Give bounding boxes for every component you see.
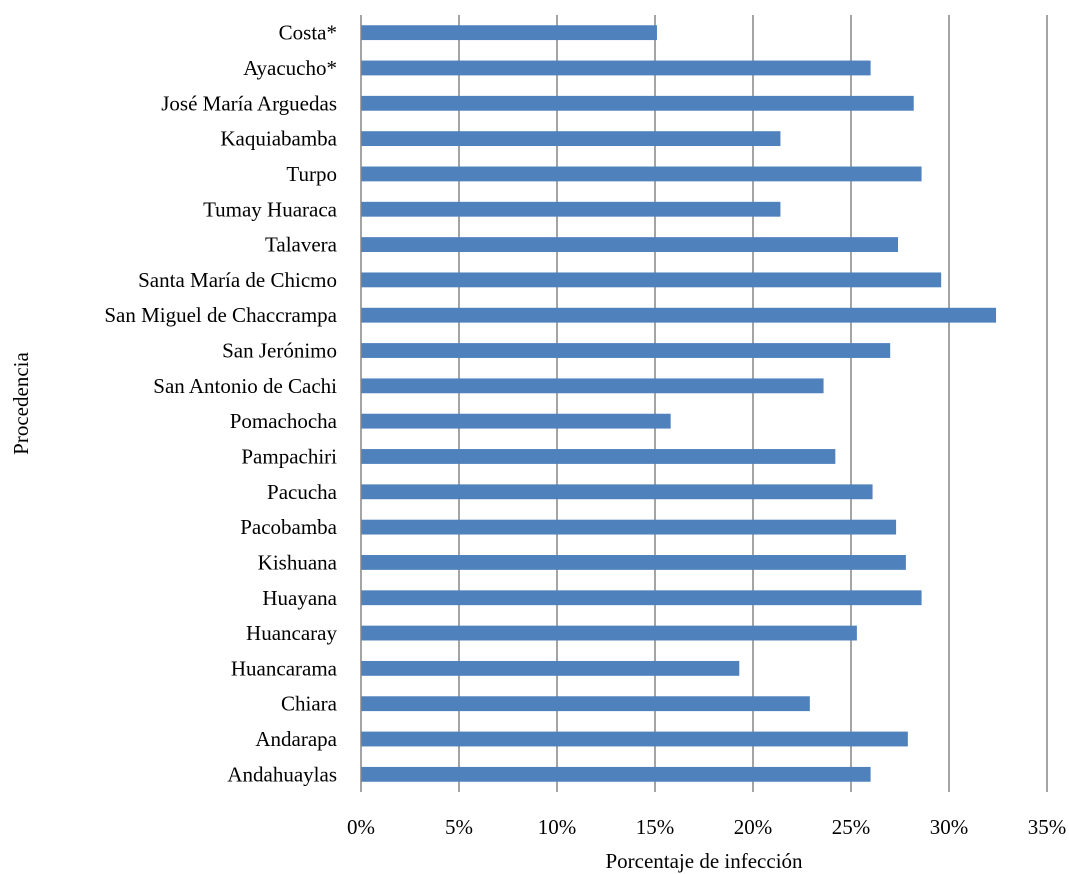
y-axis-tick-labels: Costa* Ayacucho* José María Arguedas Kaquia… xyxy=(104,21,337,787)
y-tick-label: Tumay Huaraca xyxy=(203,197,338,221)
bar xyxy=(361,413,671,429)
bar xyxy=(361,201,781,217)
bar xyxy=(361,307,997,323)
bar xyxy=(361,272,942,288)
y-tick-label: Chiara xyxy=(281,692,338,716)
bar xyxy=(361,484,873,500)
x-tick-label: 15% xyxy=(636,815,675,839)
bar xyxy=(361,449,836,464)
y-tick-label: Costa* xyxy=(279,21,337,45)
y-tick-label: Kaquiabamba xyxy=(220,127,337,151)
bar xyxy=(361,95,914,111)
bar xyxy=(361,731,908,747)
y-tick-label: Talavera xyxy=(265,233,338,257)
y-tick-label: José María Arguedas xyxy=(161,91,337,115)
y-tick-label: Huancarama xyxy=(231,656,338,680)
bar xyxy=(361,60,871,76)
x-tick-label: 25% xyxy=(832,815,871,839)
y-axis-title: Procedencia xyxy=(9,352,33,455)
bar xyxy=(361,131,781,147)
x-tick-label: 0% xyxy=(347,815,375,839)
y-tick-label: Huancaray xyxy=(246,621,337,645)
y-tick-label: Ayacucho* xyxy=(243,56,337,80)
bar xyxy=(361,343,891,358)
y-tick-label: San Antonio de Cachi xyxy=(153,374,337,398)
bar xyxy=(361,696,810,712)
y-tick-label: Pacucha xyxy=(267,480,338,504)
y-tick-label: Pampachiri xyxy=(241,444,337,468)
y-tick-label: Santa María de Chicmo xyxy=(138,268,337,292)
x-axis-title: Porcentaje de infección xyxy=(605,849,803,873)
bars xyxy=(361,25,997,782)
bar xyxy=(361,237,899,252)
y-tick-label: Andahuaylas xyxy=(227,762,337,786)
y-tick-label: Pomachocha xyxy=(230,409,338,433)
x-tick-label: 20% xyxy=(734,815,773,839)
bar xyxy=(361,555,906,570)
bar xyxy=(361,766,871,782)
y-tick-label: San Miguel de Chaccrampa xyxy=(104,303,337,327)
x-tick-label: 5% xyxy=(445,815,473,839)
x-axis-tick-labels: 0% 5% 10% 15% 20% 25% 30% 35% xyxy=(347,815,1066,839)
y-tick-label: Huayana xyxy=(262,586,337,610)
bar xyxy=(361,25,657,41)
y-tick-label: San Jerónimo xyxy=(222,339,337,363)
y-tick-label: Andarapa xyxy=(255,727,337,751)
bar xyxy=(361,590,922,606)
x-tick-label: 30% xyxy=(930,815,969,839)
bar xyxy=(361,166,922,182)
bar xyxy=(361,519,897,535)
bar xyxy=(361,378,824,394)
y-tick-label: Kishuana xyxy=(258,550,338,574)
bar xyxy=(361,660,740,676)
y-tick-label: Turpo xyxy=(286,162,337,186)
x-tick-label: 10% xyxy=(538,815,577,839)
y-tick-label: Pacobamba xyxy=(240,515,337,539)
bar xyxy=(361,625,857,641)
x-tick-label: 35% xyxy=(1028,815,1067,839)
